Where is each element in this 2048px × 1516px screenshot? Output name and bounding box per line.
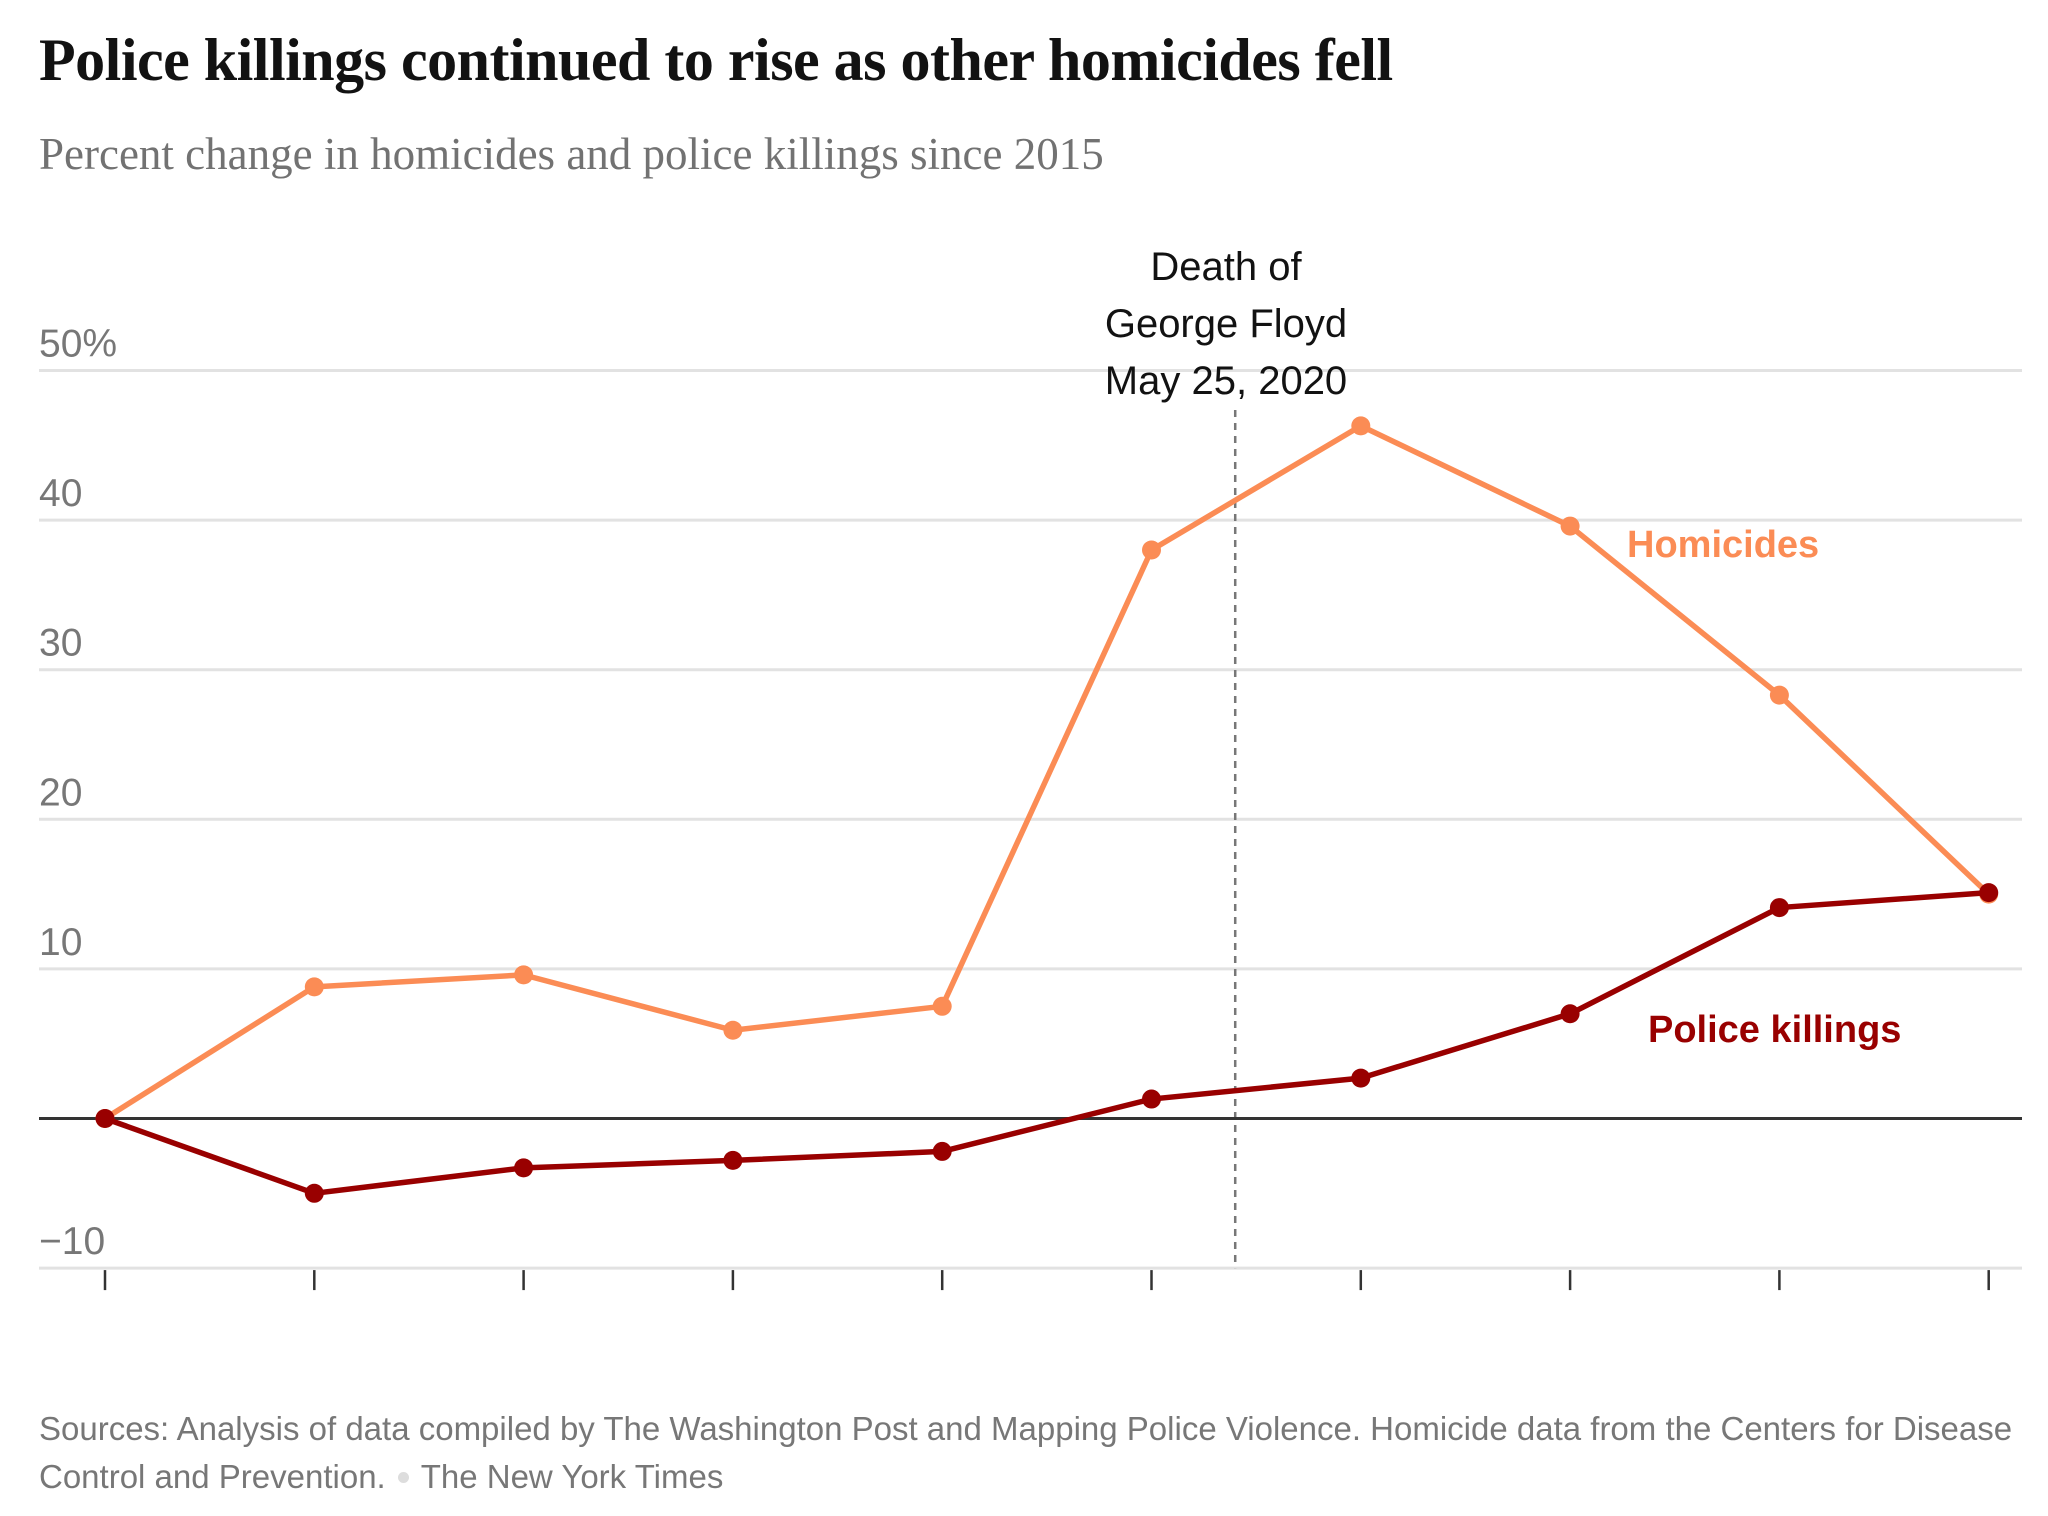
y-tick-label: 10 xyxy=(39,921,82,964)
source-text: Sources: Analysis of data compiled by Th… xyxy=(39,1410,2013,1495)
legend-label-police-killings: Police killings xyxy=(1648,1009,1901,1051)
data-point xyxy=(1142,540,1161,560)
data-point xyxy=(932,1141,952,1161)
data-point xyxy=(1979,883,1999,903)
y-tick-label: 40 xyxy=(39,472,82,515)
data-point xyxy=(95,1109,115,1128)
chart-subtitle: Percent change in homicides and police k… xyxy=(39,129,1104,179)
separator-dot xyxy=(397,1471,409,1483)
data-point xyxy=(723,1020,743,1040)
source-note: Sources: Analysis of data compiled by Th… xyxy=(39,1405,2019,1501)
series-line-police-killings xyxy=(104,889,1989,1197)
y-tick-label: −10 xyxy=(39,1220,105,1263)
data-point xyxy=(514,1158,534,1178)
y-tick-label: 50% xyxy=(39,323,117,366)
data-point xyxy=(304,1183,324,1203)
legend-label-homicides: Homicides xyxy=(1627,524,1819,566)
annotation-text: George Floyd xyxy=(1105,302,1347,346)
data-point xyxy=(514,965,534,985)
credit: The New York Times xyxy=(420,1458,724,1495)
annotation-text: May 25, 2020 xyxy=(1105,359,1347,403)
data-point xyxy=(1560,1004,1580,1024)
data-point xyxy=(932,996,952,1016)
data-point xyxy=(1351,1068,1371,1088)
series-line-homicides xyxy=(103,423,1991,1121)
data-point xyxy=(304,977,324,997)
data-point xyxy=(1142,1089,1161,1109)
annotation-text: Death of xyxy=(1150,245,1302,289)
data-point xyxy=(723,1150,743,1170)
data-point xyxy=(1769,685,1789,705)
chart-title: Police killings continued to rise as oth… xyxy=(39,27,1393,93)
y-tick-label: 30 xyxy=(39,622,82,665)
data-point xyxy=(1769,898,1789,918)
y-tick-label: 20 xyxy=(39,771,82,814)
data-point xyxy=(1560,516,1580,536)
data-point xyxy=(1351,416,1371,436)
